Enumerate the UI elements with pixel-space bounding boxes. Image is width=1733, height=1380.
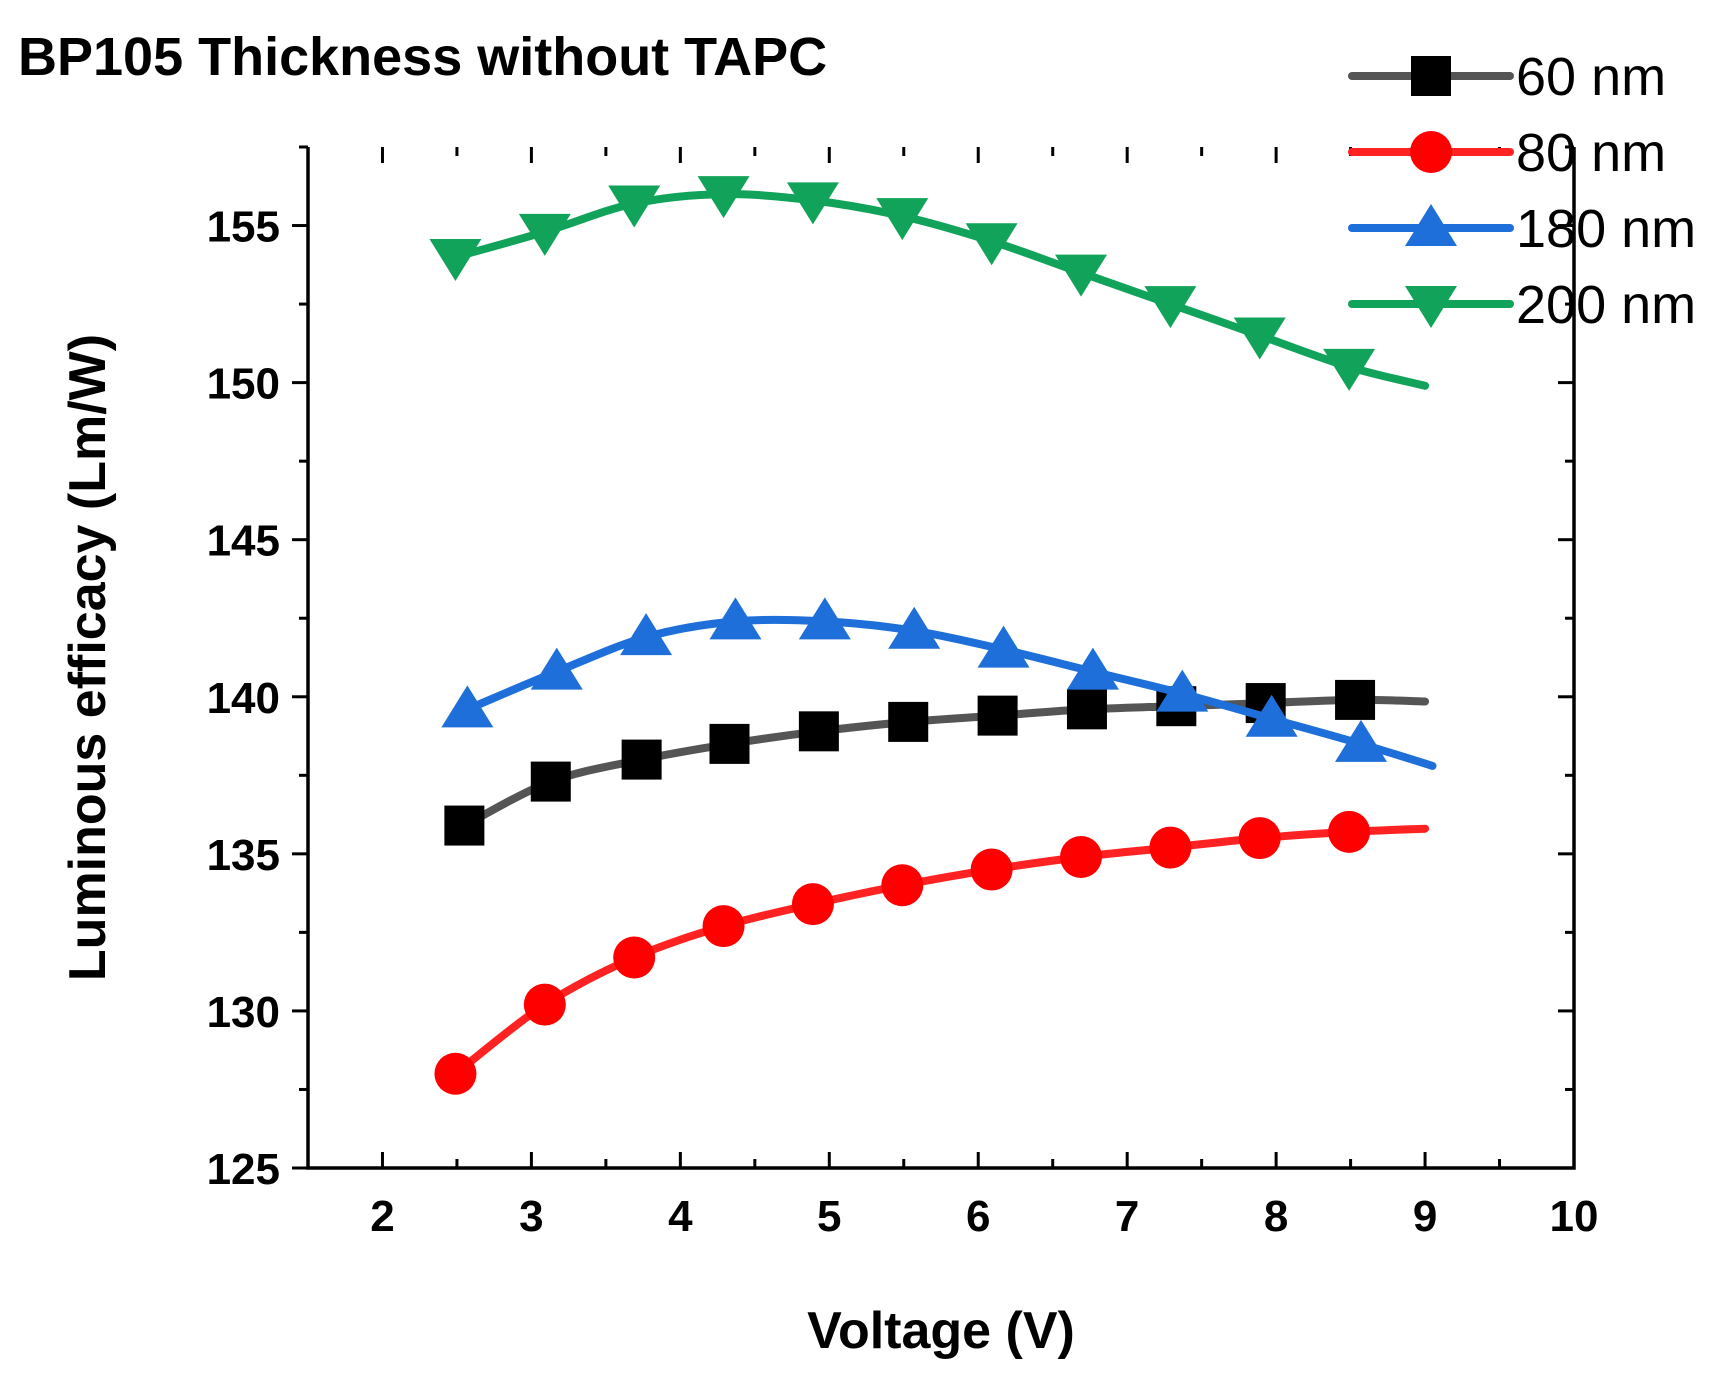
series-180-nm bbox=[441, 597, 1437, 770]
y-axis-label: Luminous efficacy (Lm/W) bbox=[59, 334, 117, 981]
data-point-180-nm bbox=[977, 625, 1030, 668]
series-80-nm bbox=[434, 810, 1430, 1095]
x-axis-label: Voltage (V) bbox=[807, 1302, 1075, 1360]
x-tick-label: 8 bbox=[1264, 1192, 1288, 1241]
legend-label-200-nm: 200 nm bbox=[1516, 275, 1696, 335]
data-point-200-nm bbox=[1144, 286, 1197, 329]
x-tick-label: 2 bbox=[370, 1192, 394, 1241]
x-tick-label: 3 bbox=[519, 1192, 543, 1241]
data-point-200-nm bbox=[1323, 348, 1376, 391]
series-200-nm bbox=[429, 176, 1430, 391]
y-tick-label: 125 bbox=[207, 1145, 280, 1194]
data-point-200-nm bbox=[608, 185, 661, 228]
data-point-80-nm bbox=[881, 864, 924, 907]
data-point-60-nm bbox=[709, 723, 750, 764]
legend-item-60-nm: 60 nm bbox=[1348, 47, 1666, 107]
y-tick-label: 145 bbox=[207, 517, 280, 566]
data-point-80-nm bbox=[1328, 810, 1371, 853]
x-tick-label: 7 bbox=[1115, 1192, 1139, 1241]
data-point-200-nm bbox=[876, 198, 929, 241]
data-point-60-nm bbox=[1066, 689, 1107, 730]
data-point-200-nm bbox=[429, 238, 482, 281]
axis-frame bbox=[306, 147, 1576, 1170]
legend-label-180-nm: 180 nm bbox=[1516, 199, 1696, 259]
data-point-180-nm bbox=[1066, 647, 1119, 690]
data-point-180-nm bbox=[1245, 694, 1298, 737]
x-tick-label: 10 bbox=[1550, 1192, 1599, 1241]
data-point-80-nm bbox=[1060, 835, 1103, 878]
data-point-60-nm bbox=[530, 761, 571, 802]
data-point-180-nm bbox=[620, 613, 673, 656]
legend-marker-180-nm bbox=[1405, 204, 1457, 246]
legend-label-80-nm: 80 nm bbox=[1516, 123, 1666, 183]
x-axis: 2 3 4 5 6 7 8 9 10 bbox=[306, 147, 1599, 1241]
data-point-60-nm bbox=[888, 701, 929, 742]
data-point-60-nm bbox=[621, 739, 662, 780]
legend-item-80-nm: 80 nm bbox=[1348, 123, 1666, 183]
data-point-60-nm bbox=[798, 711, 839, 752]
data-point-180-nm bbox=[1335, 719, 1388, 762]
data-point-200-nm bbox=[786, 182, 839, 225]
chart-title: BP105 Thickness without TAPC bbox=[18, 27, 827, 87]
y-tick-label: 135 bbox=[207, 831, 280, 880]
plot-area: 2 3 4 5 6 7 8 9 10 125 130 135 140 145 150 155 bbox=[207, 145, 1599, 1241]
data-point-200-nm bbox=[1055, 254, 1108, 297]
data-point-180-nm bbox=[1156, 669, 1209, 712]
legend-item-180-nm: 180 nm bbox=[1348, 199, 1696, 259]
y-axis: 125 130 135 140 145 150 155 bbox=[207, 145, 1574, 1194]
y-tick-label: 140 bbox=[207, 674, 280, 723]
data-point-200-nm bbox=[518, 213, 571, 256]
data-point-200-nm bbox=[1233, 317, 1286, 360]
data-point-180-nm bbox=[441, 685, 494, 728]
legend: 60 nm 80 nm 180 nm 200 nm bbox=[1348, 47, 1696, 335]
data-point-60-nm bbox=[1335, 679, 1376, 720]
data-point-80-nm bbox=[1149, 826, 1192, 869]
data-point-60-nm bbox=[977, 695, 1018, 736]
data-point-80-nm bbox=[970, 848, 1013, 891]
y-tick-label: 130 bbox=[207, 988, 280, 1037]
x-tick-label: 5 bbox=[817, 1192, 841, 1241]
legend-marker-60-nm bbox=[1411, 56, 1451, 96]
legend-marker-200-nm bbox=[1405, 286, 1457, 328]
data-point-80-nm bbox=[791, 883, 834, 926]
data-point-180-nm bbox=[709, 597, 762, 640]
series-line-180-nm bbox=[463, 615, 1437, 770]
data-point-60-nm bbox=[444, 805, 485, 846]
data-point-80-nm bbox=[613, 936, 656, 979]
data-point-180-nm bbox=[888, 606, 941, 649]
x-tick-label: 6 bbox=[966, 1192, 990, 1241]
y-tick-label: 150 bbox=[207, 360, 280, 409]
series-line-80-nm bbox=[451, 824, 1430, 1078]
legend-label-60-nm: 60 nm bbox=[1516, 47, 1666, 107]
x-tick-label: 9 bbox=[1413, 1192, 1437, 1241]
x-tick-label: 4 bbox=[668, 1192, 693, 1241]
series-layer bbox=[429, 176, 1437, 1095]
data-point-180-nm bbox=[798, 597, 851, 640]
series-60-nm bbox=[444, 679, 1430, 846]
data-point-80-nm bbox=[1238, 817, 1281, 860]
data-point-80-nm bbox=[523, 983, 566, 1026]
legend-marker-80-nm bbox=[1410, 131, 1452, 173]
data-point-180-nm bbox=[530, 647, 583, 690]
data-point-200-nm bbox=[965, 223, 1018, 266]
data-point-80-nm bbox=[702, 905, 745, 948]
legend-item-200-nm: 200 nm bbox=[1348, 275, 1696, 335]
series-line-200-nm bbox=[451, 190, 1430, 390]
data-point-80-nm bbox=[434, 1052, 477, 1095]
y-tick-label: 155 bbox=[207, 203, 280, 252]
data-point-200-nm bbox=[697, 176, 750, 219]
